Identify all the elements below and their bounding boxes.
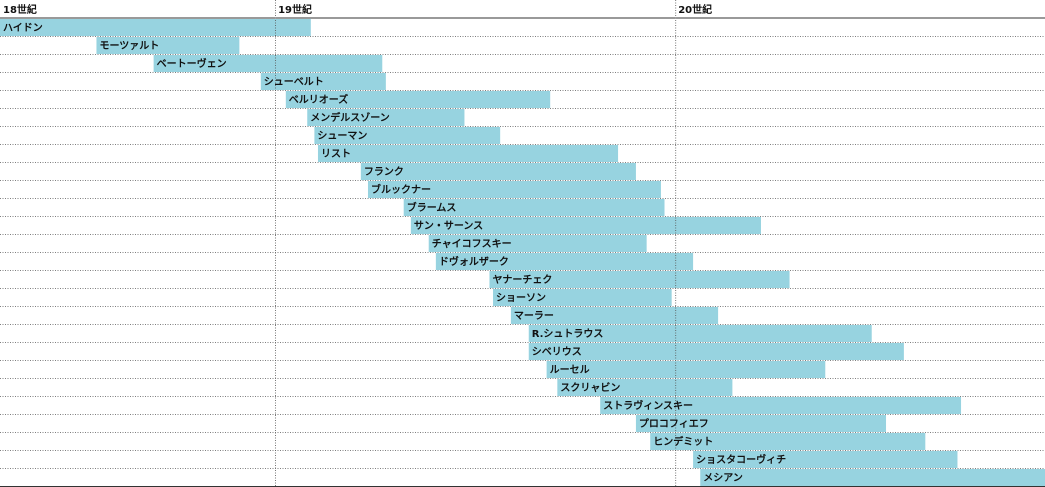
composer-label: ルーセル — [550, 364, 590, 376]
timeline-bar — [260, 73, 386, 90]
timeline-bar — [314, 127, 501, 144]
composer-label: サン・サーンス — [414, 220, 483, 232]
timeline-bar — [650, 433, 926, 450]
timeline-bar — [557, 379, 733, 396]
timeline-bar — [700, 469, 1045, 486]
timeline-bar — [410, 217, 761, 234]
timeline-bar — [510, 307, 719, 324]
composer-label: マーラー — [514, 310, 554, 322]
timeline-bar — [528, 325, 872, 342]
composer-label: スクリャビン — [560, 381, 620, 394]
timeline-bar — [546, 361, 826, 378]
composer-label: プロコフィエフ — [639, 417, 709, 430]
timeline-bar — [428, 235, 647, 252]
composer-label: ヤナーチェク — [492, 274, 552, 286]
composer-label: フランク — [364, 166, 404, 178]
timeline-bar — [360, 163, 636, 180]
timeline-bar — [317, 145, 619, 162]
composer-label: チャイコフスキー — [432, 238, 512, 250]
composer-label: シューベルト — [264, 76, 324, 88]
composer-label: リスト — [321, 148, 351, 160]
composer-label: ショーソン — [496, 292, 546, 304]
composer-label: ドヴォルザーク — [439, 255, 509, 268]
timeline-bar — [600, 397, 962, 414]
timeline-bar — [285, 91, 551, 108]
composer-label: ショスタコーヴィチ — [696, 453, 786, 466]
timeline-bar — [489, 271, 790, 288]
timeline-bar — [403, 199, 665, 216]
composer-label: ストラヴィンスキー — [603, 399, 693, 412]
composer-label: シューマン — [317, 130, 367, 142]
composer-label: ブラームス — [407, 201, 457, 214]
composer-label: R.シュトラウス — [532, 328, 604, 340]
timeline-bar — [493, 289, 672, 306]
composer-label: メンデルスゾーン — [310, 111, 390, 124]
timeline-bar — [96, 37, 240, 54]
composer-label: ヒンデミット — [653, 435, 713, 448]
composer-label: モーツァルト — [99, 40, 159, 52]
composer-label: ベートーヴェン — [157, 57, 227, 70]
timeline-bar — [528, 343, 904, 360]
timeline-bar — [635, 415, 887, 432]
century-tick-label: 18世紀 — [3, 3, 37, 16]
century-tick-label: 20世紀 — [678, 3, 712, 16]
composer-label: ブルックナー — [371, 183, 431, 196]
timeline-bar — [0, 19, 311, 36]
timeline-bar — [435, 253, 694, 270]
century-tick-label: 19世紀 — [278, 3, 312, 16]
composer-label: ハイドン — [3, 22, 43, 34]
timeline-bar — [307, 109, 465, 126]
composer-label: ベルリオーズ — [289, 93, 349, 106]
timeline-bar — [367, 181, 661, 198]
timeline-bar — [693, 451, 958, 468]
composer-label: メシアン — [703, 472, 743, 484]
composer-label: シベリウス — [532, 346, 582, 358]
timeline-bar — [153, 55, 383, 72]
